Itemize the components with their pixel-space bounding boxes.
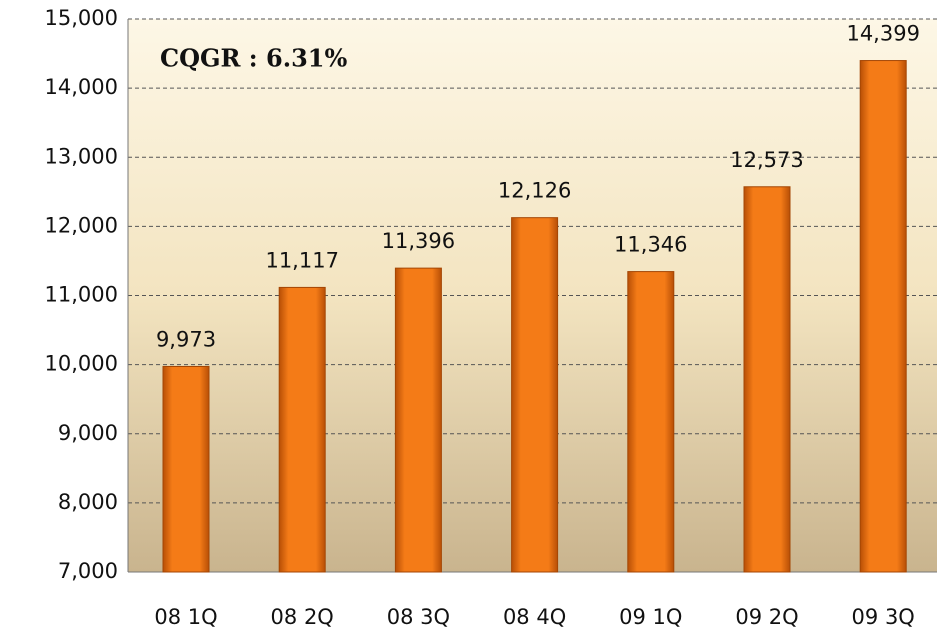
- x-tick-label: 08 3Q: [387, 605, 450, 629]
- value-label: 9,973: [156, 327, 216, 351]
- x-tick-label: 09 2Q: [735, 605, 798, 629]
- value-label: 11,117: [265, 248, 338, 272]
- y-tick-label: 8,000: [58, 490, 118, 514]
- x-tick-label: 08 4Q: [503, 605, 566, 629]
- bar: [278, 286, 326, 573]
- value-label: 12,126: [498, 179, 571, 203]
- y-tick-label: 15,000: [45, 6, 118, 30]
- x-tick-label: 09 3Q: [852, 605, 915, 629]
- y-tick-label: 13,000: [45, 144, 118, 168]
- value-label: 11,396: [382, 229, 455, 253]
- value-label: 14,399: [846, 22, 919, 46]
- value-label: 11,346: [614, 233, 687, 257]
- bar: [859, 60, 907, 573]
- bar: [162, 365, 210, 573]
- y-tick-label: 14,000: [45, 75, 118, 99]
- x-tick-label: 09 1Q: [619, 605, 682, 629]
- y-tick-label: 11,000: [45, 283, 118, 307]
- x-tick-label: 08 2Q: [271, 605, 334, 629]
- value-label: 12,573: [730, 148, 803, 172]
- y-tick-label: 10,000: [45, 352, 118, 376]
- bar: [394, 267, 442, 573]
- y-tick-label: 7,000: [58, 559, 118, 583]
- y-tick-label: 12,000: [45, 213, 118, 237]
- bar: [627, 271, 675, 573]
- y-tick-label: 9,000: [58, 421, 118, 445]
- bar: [743, 186, 791, 573]
- x-tick-label: 08 1Q: [154, 605, 217, 629]
- annotation: CQGR : 6.31%: [160, 44, 347, 73]
- bar: [511, 217, 559, 573]
